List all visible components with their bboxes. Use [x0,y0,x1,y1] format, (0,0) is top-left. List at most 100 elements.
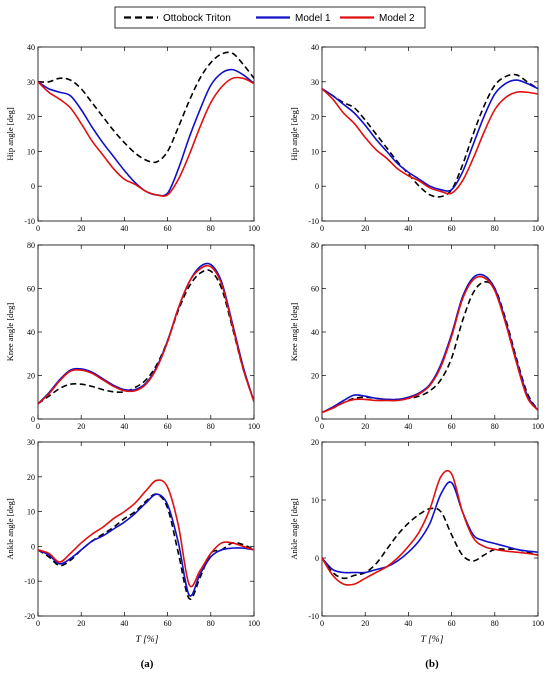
y-axis-label: Ankle angle [deg] [289,498,299,560]
x-tick-label: 100 [532,224,544,233]
y-tick-label: 20 [27,372,35,381]
x-tick-label: 20 [361,224,369,233]
series-line-model-2 [322,88,538,195]
y-tick-label: 60 [311,285,319,294]
x-tick-label: 60 [164,619,172,628]
y-axis-label: Ankle angle [deg] [5,498,15,560]
x-tick-label: 60 [164,224,172,233]
series-line-model-1 [322,273,538,414]
y-tick-label: 60 [27,285,35,294]
plot-frame [321,441,539,617]
series-line-ottobock-triton [38,51,254,164]
series-line-model-2 [322,469,538,586]
series-line-model-2 [38,479,254,588]
x-tick-label: 0 [320,422,324,431]
x-tick-label: 80 [207,619,215,628]
legend-label-model2: Model 2 [379,13,415,24]
x-tick-label: 100 [248,422,260,431]
series-line-ottobock-triton [38,493,254,600]
x-tick-label: 20 [361,422,369,431]
chart-knee-a: 0 20 40 60 80 0 20 40 60 80 100 Knee angle [deg] [5,241,260,431]
series-line-model-2 [38,76,254,197]
y-tick-label: 0 [315,554,319,563]
y-tick-label: 0 [31,415,35,424]
x-tick-label: 20 [361,619,369,628]
x-tick-label: 80 [207,422,215,431]
x-tick-label: 20 [77,224,85,233]
y-tick-label: -10 [308,612,319,621]
y-tick-label: -20 [24,612,35,621]
y-tick-label: 10 [27,147,35,156]
legend-label-model1: Model 1 [295,13,331,24]
y-axis-label: Knee angle [deg] [5,303,15,362]
y-tick-label: -10 [24,577,35,586]
y-tick-label: 0 [315,415,319,424]
series-line-model-2 [322,275,538,414]
series-line-ottobock-triton [322,73,538,198]
x-tick-label: 20 [77,619,85,628]
y-tick-label: 30 [27,78,35,87]
x-tick-label: 0 [320,224,324,233]
y-tick-label: 30 [27,438,35,447]
x-tick-label: 80 [491,619,499,628]
x-axis-label-a: T [%] [136,635,159,645]
y-axis-label: Hip angle [deg] [5,107,15,161]
y-tick-label: 20 [311,372,319,381]
y-tick-label: 0 [31,182,35,191]
x-tick-label: 100 [532,619,544,628]
series-line-ottobock-triton [38,269,254,405]
y-tick-label: 80 [311,241,319,250]
chart-ankle-a: -20 -10 0 10 20 30 0 20 40 60 80 100 Ankle angle [de… [5,438,260,628]
panel-label-b: (b) [425,658,439,670]
series-line-model-2 [38,264,254,405]
x-tick-label: 40 [404,422,412,431]
plot-frame [321,244,539,420]
series-line-ottobock-triton [322,507,538,580]
y-axis-label: Knee angle [deg] [289,303,299,362]
x-tick-label: 100 [248,224,260,233]
y-tick-label: 20 [27,113,35,122]
x-tick-label: 60 [448,619,456,628]
legend: Ottobock Triton Model 1 Model 2 [114,6,426,29]
plot-frame [321,46,539,222]
x-tick-label: 0 [320,619,324,628]
x-tick-label: 80 [491,422,499,431]
y-tick-label: -10 [24,217,35,226]
y-tick-label: 0 [31,542,35,551]
x-tick-label: 80 [491,224,499,233]
panel-label-a: (a) [141,658,154,670]
legend-label-ottobock: Ottobock Triton [163,13,231,24]
chart-knee-b: 0 20 40 60 80 0 20 40 60 80 100 Knee angle [deg] [289,241,544,431]
x-tick-label: 40 [120,619,128,628]
y-tick-label: -10 [308,217,319,226]
y-tick-label: 40 [311,328,319,337]
y-tick-label: 80 [27,241,35,250]
y-tick-label: 40 [27,328,35,337]
x-tick-label: 0 [36,224,40,233]
series-line-model-1 [322,481,538,574]
x-tick-label: 40 [120,224,128,233]
x-tick-label: 40 [120,422,128,431]
x-tick-label: 60 [164,422,172,431]
x-tick-label: 80 [207,224,215,233]
y-tick-label: 10 [311,147,319,156]
x-tick-label: 40 [404,224,412,233]
y-tick-label: 10 [27,508,35,517]
y-tick-label: 20 [311,438,319,447]
y-axis-label: Hip angle [deg] [289,107,299,161]
x-tick-label: 60 [448,224,456,233]
x-tick-label: 0 [36,619,40,628]
y-tick-label: 0 [315,182,319,191]
y-tick-label: 20 [311,113,319,122]
y-tick-label: 40 [311,43,319,52]
x-axis-label-b: T [%] [421,635,444,645]
plot-frame [37,46,255,222]
plot-frame [37,244,255,420]
x-tick-label: 100 [532,422,544,431]
y-tick-label: 10 [311,496,319,505]
plot-frame [37,441,255,617]
